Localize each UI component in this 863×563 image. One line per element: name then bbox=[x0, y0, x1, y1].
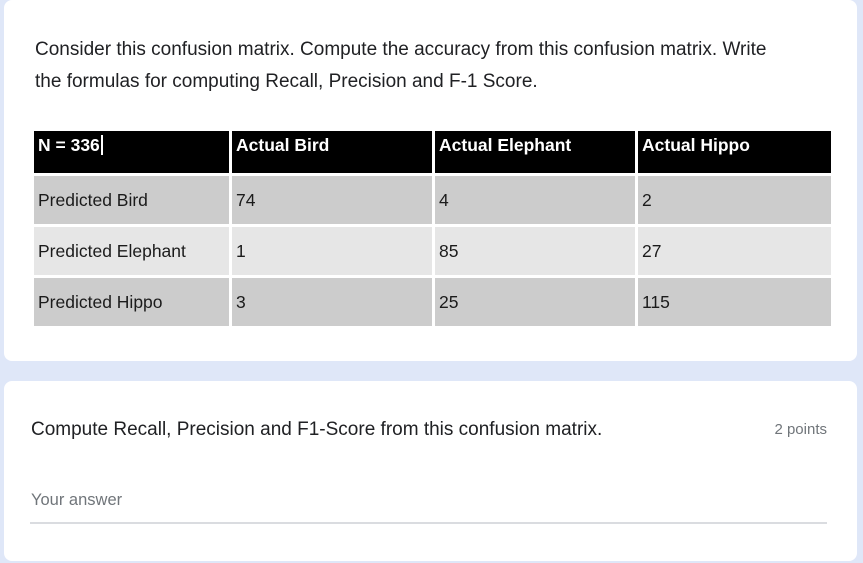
cell-bird-hippo: 2 bbox=[638, 176, 831, 224]
table-header-actual-elephant: Actual Elephant bbox=[435, 131, 635, 173]
confusion-matrix-table: N = 336 Actual Bird Actual Elephant Actu… bbox=[34, 131, 831, 326]
row-label-predicted-hippo: Predicted Hippo bbox=[34, 278, 229, 326]
answer-card bbox=[4, 381, 857, 561]
question-card: Consider this confusion matrix. Compute … bbox=[4, 0, 857, 361]
question-description: Consider this confusion matrix. Compute … bbox=[35, 39, 767, 92]
table-header-actual-hippo: Actual Hippo bbox=[638, 131, 831, 173]
text-cursor bbox=[100, 135, 103, 155]
answer-question-row: Compute Recall, Precision and F1-Score f… bbox=[31, 416, 827, 444]
answer-question-title: Compute Recall, Precision and F1-Score f… bbox=[31, 419, 603, 440]
table-header-actual-bird: Actual Bird bbox=[232, 131, 432, 173]
row-label-predicted-elephant: Predicted Elephant bbox=[34, 227, 229, 275]
cell-elephant-elephant: 85 bbox=[435, 227, 635, 275]
cell-hippo-elephant: 25 bbox=[435, 278, 635, 326]
table-header-n: N = 336 bbox=[34, 131, 229, 173]
table-header-n-label: N = 336 bbox=[38, 135, 100, 155]
cell-bird-bird: 74 bbox=[232, 176, 432, 224]
points-badge: 2 points bbox=[774, 421, 827, 438]
cell-elephant-hippo: 27 bbox=[638, 227, 831, 275]
cell-hippo-hippo: 115 bbox=[638, 278, 831, 326]
answer-input[interactable] bbox=[30, 489, 827, 524]
cell-elephant-bird: 1 bbox=[232, 227, 432, 275]
cell-bird-elephant: 4 bbox=[435, 176, 635, 224]
cell-hippo-bird: 3 bbox=[232, 278, 432, 326]
row-label-predicted-bird: Predicted Bird bbox=[34, 176, 229, 224]
